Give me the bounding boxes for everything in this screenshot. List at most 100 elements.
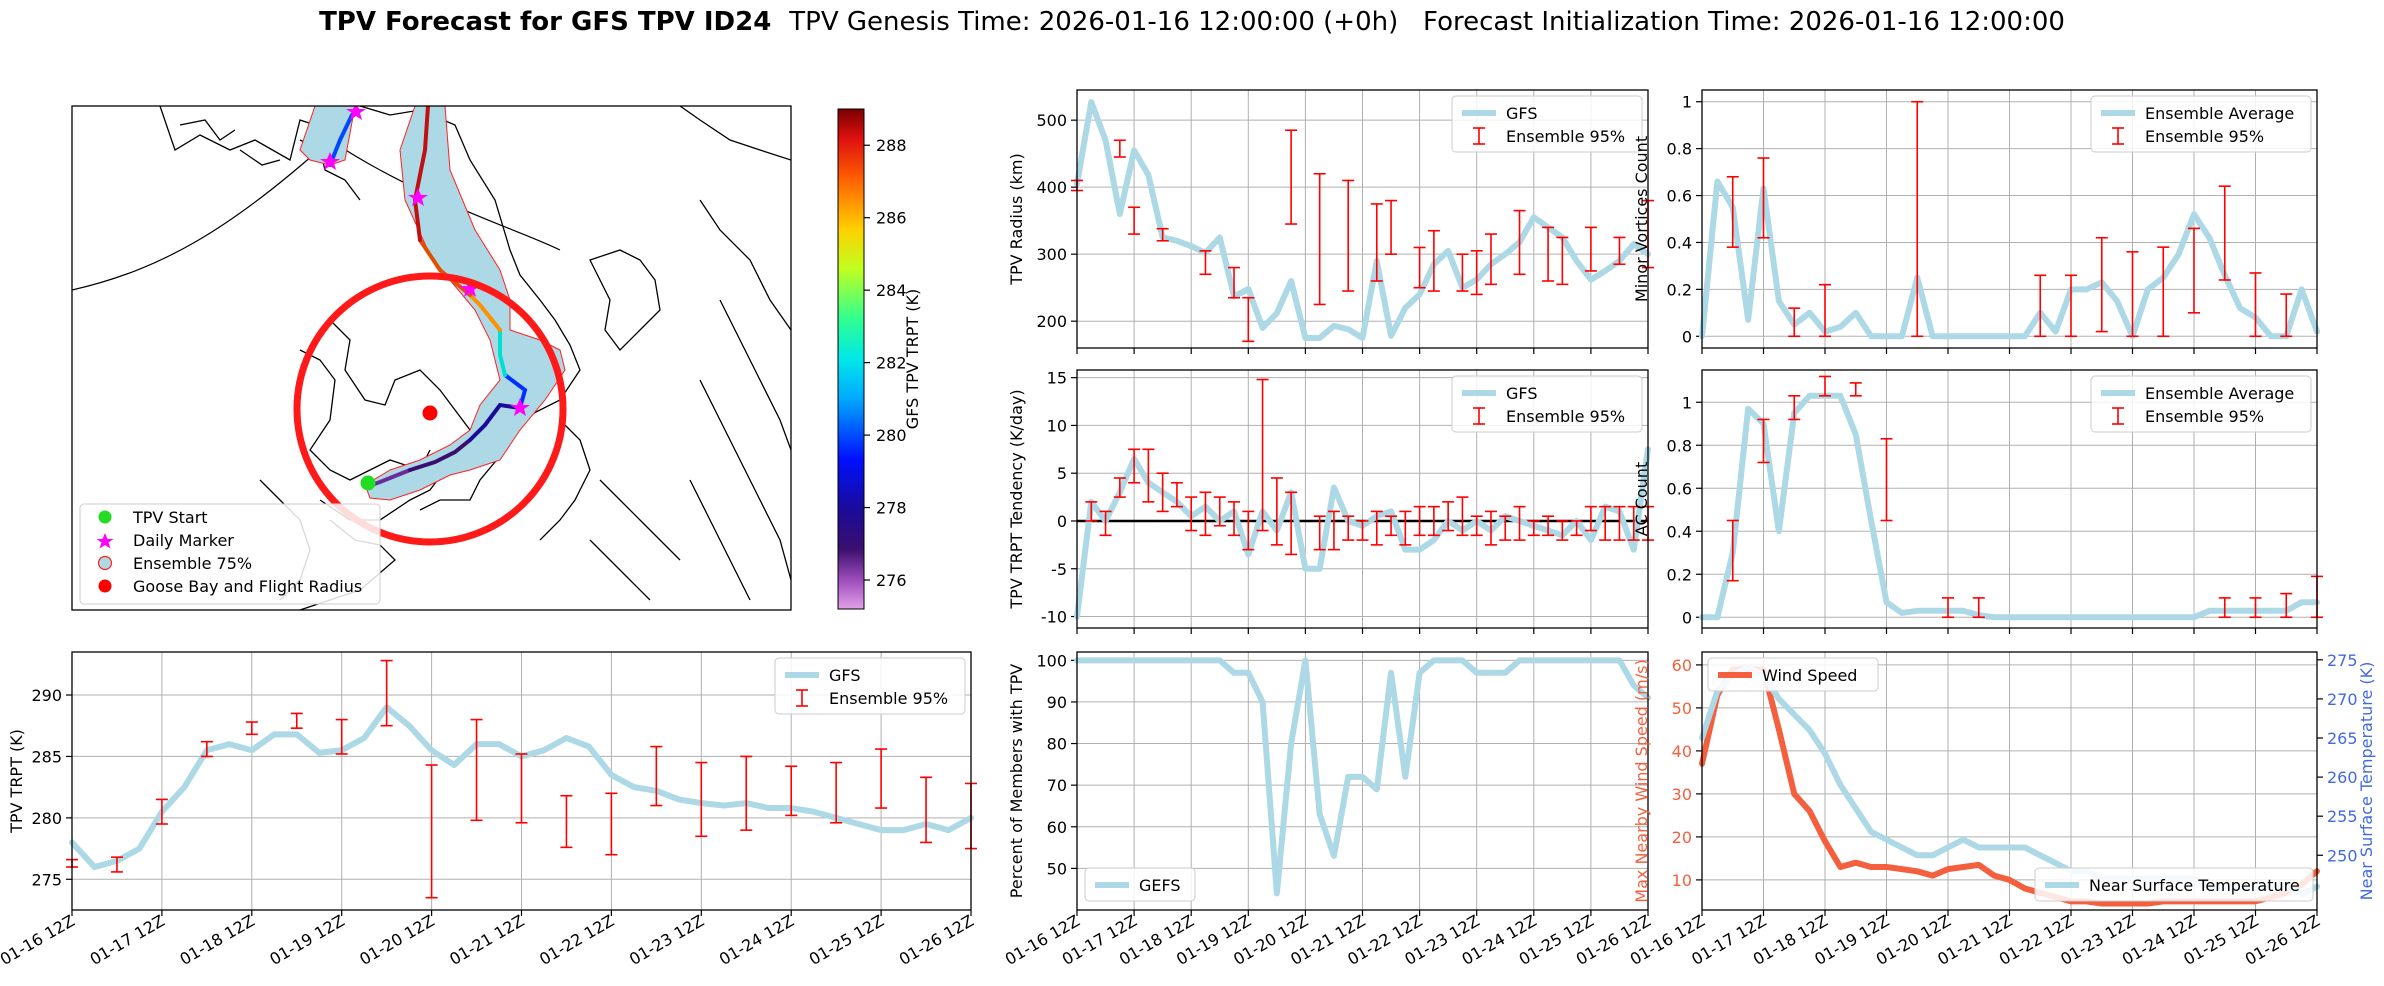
errorbar (2188, 227, 2200, 314)
y-tick-label: 0.4 (1667, 233, 1692, 252)
chart-legend: Near Surface Temperature (2034, 867, 2314, 902)
plot-frame (1701, 651, 2318, 911)
errorbar (1413, 505, 1426, 537)
errorbar (1499, 515, 1512, 541)
errorbar (1313, 172, 1326, 306)
legend-start-icon (98, 510, 112, 524)
y-axis-label: AC Count (1632, 462, 1651, 536)
y-tick-label: 0.8 (1667, 436, 1692, 455)
errorbar (110, 856, 123, 873)
y-tick-label: 300 (1036, 245, 1067, 264)
legend-daily-marker-label: Daily Marker (133, 531, 234, 550)
y-tick-label: 0.6 (1667, 479, 1692, 498)
chart-legend: GEFS (1084, 867, 1196, 902)
tpv-start-marker (360, 475, 376, 491)
errorbar (2280, 592, 2293, 619)
chart-legend: Wind Speed (1707, 657, 1879, 692)
goose-bay-flight-radius (293, 272, 567, 546)
y-tick-label: 80 (1047, 735, 1067, 754)
errorbar (470, 718, 483, 822)
errorbar (1942, 597, 1954, 619)
errorbar (1099, 510, 1112, 537)
legend-label: Ensemble Average (2145, 384, 2294, 403)
legend-errorbar-icon (1473, 407, 1485, 425)
y-tick-label: 0 (1682, 608, 1692, 627)
y-tick-label: 0.6 (1667, 187, 1692, 206)
legend-errorbar-icon (1473, 127, 1485, 145)
y-tick-label: 0.4 (1667, 522, 1692, 541)
chart-legend: GFS Ensemble 95% (774, 657, 966, 715)
y-tick-label: 100 (1036, 651, 1067, 670)
legend-box (774, 657, 966, 715)
chart-legend: GFS Ensemble 95% (1451, 375, 1643, 433)
chart-tendency: -10 -5 0 5 10 15 TPV TRPT Tendency (K/day) GFS E… (1007, 369, 1654, 634)
legend-daily-marker-icon (96, 533, 114, 549)
map-panel: TPV Start Daily Marker Ensemble 75% Goos… (71, 105, 922, 611)
errorbar (1849, 382, 1862, 397)
legend-errorbar-icon (796, 689, 808, 707)
legend-label: GFS (1506, 384, 1537, 403)
errorbar (1757, 157, 1770, 239)
legend-box (1451, 95, 1643, 153)
y-axis-label: Minor Vortices Count (1632, 136, 1651, 302)
legend-label: Ensemble 95% (2145, 407, 2264, 426)
x-tick-label: 01-18 12Z (177, 911, 258, 969)
x-tick-label: 01-22 12Z (536, 911, 617, 969)
colorbar-tick-label: 288 (876, 136, 907, 155)
errorbar (1356, 520, 1369, 541)
errorbar (2126, 251, 2139, 338)
colorbar-tick-label: 280 (876, 426, 907, 445)
y-tick-label: 5 (1057, 464, 1067, 483)
errorbar (1788, 307, 1801, 338)
legend-box (2090, 375, 2312, 433)
y-tick-label: 200 (1036, 312, 1067, 331)
errorbar (1427, 505, 1440, 537)
x-tick-label: 01-21 12Z (446, 911, 527, 969)
errorbar (1456, 253, 1469, 292)
errorbar (1570, 520, 1583, 537)
y-tick-label: 70 (1047, 776, 1067, 795)
y-tick-label: 1 (1682, 393, 1692, 412)
errorbar (1228, 501, 1241, 537)
y2-tick-label: 255 (2327, 807, 2358, 826)
y2-tick-label: 275 (2327, 651, 2358, 670)
errorbar (1911, 100, 1924, 338)
errorbar (1527, 520, 1540, 537)
title-bold: TPV Forecast for GFS TPV ID24 (319, 7, 771, 37)
colorbar-tick-label: 284 (876, 281, 907, 300)
errorbar (155, 798, 168, 825)
x-tick-label: 01-26 12Z (896, 911, 977, 969)
x-tick-label: 01-17 12Z (87, 911, 168, 969)
errorbar (1613, 236, 1626, 266)
x-tick-label: 01-19 12Z (266, 911, 347, 969)
chart-trpt: 01-16 12Z 01-17 12Z 01-18 12Z 01-19 12Z 01-2… (0, 651, 977, 969)
legend-box (2034, 867, 2314, 902)
errorbar (1313, 515, 1326, 551)
errorbar (650, 745, 663, 807)
errorbar (1427, 229, 1440, 292)
errorbar (1880, 437, 1893, 522)
y-tick-label: 0 (1682, 327, 1692, 346)
plot-frame (1701, 89, 2318, 349)
errorbar (1113, 139, 1126, 158)
legend-label: Near Surface Temperature (2089, 876, 2300, 895)
y-axis-label: Percent of Members with TPV (1007, 664, 1026, 898)
y2-tick-label: 260 (2327, 768, 2358, 787)
errorbar (1613, 505, 1626, 541)
errorbar (425, 764, 438, 899)
series-line-gefs (1074, 657, 1651, 897)
colorbar: GFS TPV TRPT (K) 276 278 280 282 284 286 288 (837, 108, 922, 610)
y-tick-label: 15 (1047, 369, 1067, 388)
errorbar (1556, 520, 1569, 541)
plot-frame (1076, 651, 1649, 911)
y-tick-label: 0 (1057, 512, 1067, 531)
errorbar (875, 748, 888, 809)
errorbar (1242, 296, 1255, 343)
x-tick-label: 01-16 12Z (0, 911, 78, 969)
errorbar (335, 718, 348, 755)
errorbar (1599, 505, 1612, 541)
errorbar (740, 755, 753, 831)
y-tick-label: 0.2 (1667, 280, 1692, 299)
